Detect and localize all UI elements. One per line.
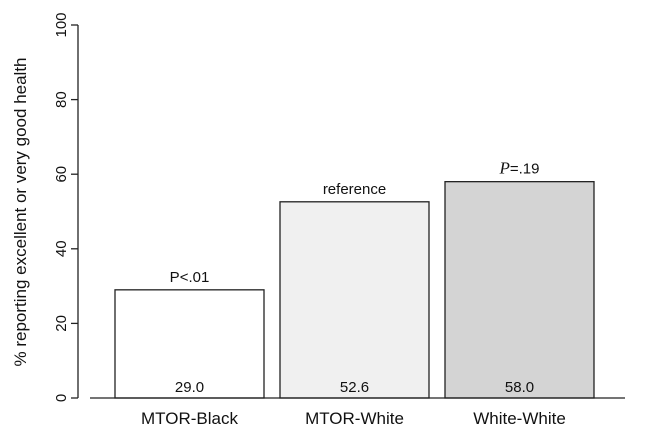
bar-annotation-text-2: =.19 (510, 161, 540, 178)
x-category-label-2: White-White (473, 409, 566, 428)
y-tick-label-1: 20 (53, 315, 70, 332)
bar-annotation-1: reference (323, 181, 386, 198)
bar-mtor-white (279, 201, 430, 399)
bar-white-white (444, 181, 595, 399)
bar-annotation-prefix-2: P (498, 159, 509, 178)
x-axis-labels: MTOR-Black MTOR-White White-White (141, 409, 566, 428)
value-label-2: 58.0 (505, 379, 534, 396)
bar-annotation-text-0: <.01 (180, 269, 210, 286)
y-tick-label-4: 80 (53, 91, 70, 108)
bar-annotation-text-1: reference (323, 181, 386, 198)
value-label-1: 52.6 (340, 379, 369, 396)
x-category-label-1: MTOR-White (305, 409, 404, 428)
bar-annotation-2: P=.19 (498, 159, 539, 178)
y-tick-label-0: 0 (53, 394, 70, 402)
y-tick-label-5: 100 (53, 12, 70, 37)
value-label-0: 29.0 (175, 379, 204, 396)
y-tick-label-2: 40 (53, 240, 70, 257)
x-category-label-0: MTOR-Black (141, 409, 238, 428)
y-tick-label-3: 60 (53, 166, 70, 183)
y-axis-label: % reporting excellent or very good healt… (11, 57, 30, 366)
y-axis: 0 20 40 60 80 100 (53, 12, 79, 402)
bar-annotation-0: P<.01 (170, 269, 210, 286)
bar-annotation-prefix-0: P (170, 269, 180, 286)
